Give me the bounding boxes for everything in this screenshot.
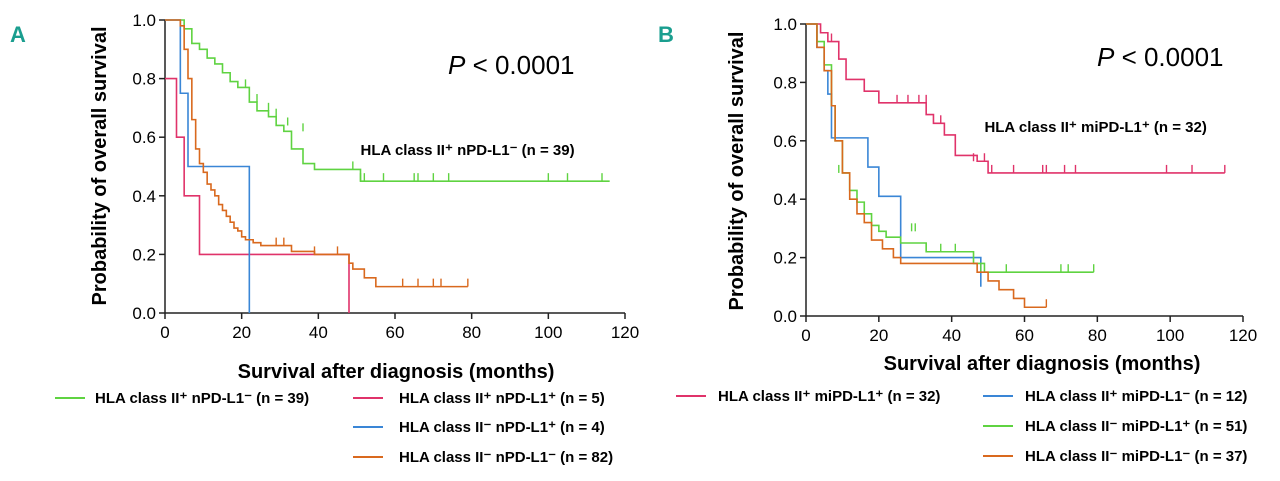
legend-item: HLA class II⁻ miPD-L1⁺ (n = 51) bbox=[983, 418, 1247, 435]
x-tick-label: 40 bbox=[309, 323, 328, 342]
x-tick-label: 40 bbox=[942, 326, 961, 345]
curve-annotation: HLA class II⁺ miPD-L1⁺ (n = 32) bbox=[984, 119, 1206, 136]
km-curve bbox=[165, 19, 251, 313]
x-tick-label: 120 bbox=[611, 323, 639, 342]
legend-item: HLA class II⁻ miPD-L1⁻ (n = 37) bbox=[983, 448, 1247, 465]
km-series-3 bbox=[806, 23, 1048, 309]
y-tick-label: 0.2 bbox=[132, 245, 156, 264]
legend-item: HLA class II⁺ miPD-L1⁻ (n = 12) bbox=[983, 388, 1247, 405]
y-tick-label: 0.8 bbox=[773, 73, 797, 92]
x-tick-label: 100 bbox=[534, 323, 562, 342]
y-tick-label: 1.0 bbox=[773, 15, 797, 34]
y-axis-title: Probability of overall survival bbox=[726, 32, 748, 311]
x-tick-label: 60 bbox=[1015, 326, 1034, 345]
x-tick-label: 0 bbox=[160, 323, 169, 342]
legend-label: HLA class II⁻ miPD-L1⁺ (n = 51) bbox=[1025, 418, 1247, 435]
x-axis-title: Survival after diagnosis (months) bbox=[884, 353, 1201, 375]
p-value: P < 0.0001 bbox=[448, 50, 575, 80]
km-series-0 bbox=[806, 23, 1226, 174]
panel-letter: B bbox=[658, 22, 674, 47]
y-tick-label: 1.0 bbox=[132, 11, 156, 30]
km-series-2 bbox=[806, 23, 1095, 273]
y-tick-label: 0.0 bbox=[773, 307, 797, 326]
km-curve bbox=[165, 19, 468, 288]
p-value: P < 0.0001 bbox=[1097, 42, 1224, 72]
chart-panel-a: A 0.0 0.2 0.4 0.6 0.8 1.0 0 20 40 60 80 100 120 Surviv… bbox=[10, 11, 639, 466]
y-tick-label: 0.6 bbox=[132, 128, 156, 147]
km-series-2 bbox=[165, 19, 251, 313]
p-value-text: < 0.0001 bbox=[1114, 42, 1223, 72]
x-tick-label: 60 bbox=[386, 323, 405, 342]
legend-item: HLA class II⁺ miPD-L1⁺ (n = 32) bbox=[676, 388, 940, 405]
legend-label: HLA class II⁻ miPD-L1⁻ (n = 37) bbox=[1025, 448, 1247, 465]
x-tick-label: 20 bbox=[232, 323, 251, 342]
km-curve bbox=[165, 77, 350, 313]
y-tick-label: 0.2 bbox=[773, 249, 797, 268]
legend-label: HLA class II⁺ miPD-L1⁺ (n = 32) bbox=[718, 388, 940, 405]
x-axis-title: Survival after diagnosis (months) bbox=[238, 361, 555, 383]
legend-label: HLA class II⁻ nPD-L1⁻ (n = 82) bbox=[399, 449, 613, 466]
y-tick-label: 0.4 bbox=[132, 187, 156, 206]
curve-annotation: HLA class II⁺ nPD-L1⁻ (n = 39) bbox=[361, 142, 575, 159]
y-tick-label: 0.6 bbox=[773, 132, 797, 151]
legend-label: HLA class II⁻ nPD-L1⁺ (n = 4) bbox=[399, 419, 605, 436]
km-curve bbox=[806, 23, 1094, 273]
x-tick-label: 20 bbox=[869, 326, 888, 345]
p-value-symbol: P bbox=[448, 50, 466, 80]
p-value-text: < 0.0001 bbox=[465, 50, 574, 80]
km-series-1 bbox=[165, 77, 350, 313]
km-series-3 bbox=[165, 19, 469, 288]
x-tick-label: 120 bbox=[1229, 326, 1257, 345]
legend-item: HLA class II⁻ nPD-L1⁻ (n = 82) bbox=[353, 449, 613, 466]
y-axis-title: Probability of overall survival bbox=[89, 27, 111, 306]
y-tick-label: 0.4 bbox=[773, 190, 797, 209]
x-tick-label: 100 bbox=[1156, 326, 1184, 345]
km-curve bbox=[165, 19, 610, 182]
y-tick-label: 0.8 bbox=[132, 70, 156, 89]
x-tick-label: 80 bbox=[1088, 326, 1107, 345]
legend-item: HLA class II⁻ nPD-L1⁺ (n = 4) bbox=[353, 419, 605, 436]
legend-item: HLA class II⁺ nPD-L1⁻ (n = 39) bbox=[55, 390, 309, 407]
p-value-symbol: P bbox=[1097, 42, 1115, 72]
km-curve bbox=[806, 23, 1047, 309]
panel-letter: A bbox=[10, 22, 26, 47]
x-tick-label: 80 bbox=[462, 323, 481, 342]
km-series-0 bbox=[165, 19, 610, 182]
legend-label: HLA class II⁺ nPD-L1⁻ (n = 39) bbox=[95, 390, 309, 407]
x-tick-label: 0 bbox=[801, 326, 810, 345]
chart-panel-b: B 0.0 0.2 0.4 0.6 0.8 1.0 0 20 40 60 80 100 120 Surviv… bbox=[658, 15, 1257, 465]
legend-label: HLA class II⁺ miPD-L1⁻ (n = 12) bbox=[1025, 388, 1247, 405]
legend-label: HLA class II⁺ nPD-L1⁺ (n = 5) bbox=[399, 390, 605, 407]
y-tick-label: 0.0 bbox=[132, 304, 156, 323]
km-curve bbox=[806, 23, 1225, 174]
legend-item: HLA class II⁺ nPD-L1⁺ (n = 5) bbox=[353, 390, 605, 407]
